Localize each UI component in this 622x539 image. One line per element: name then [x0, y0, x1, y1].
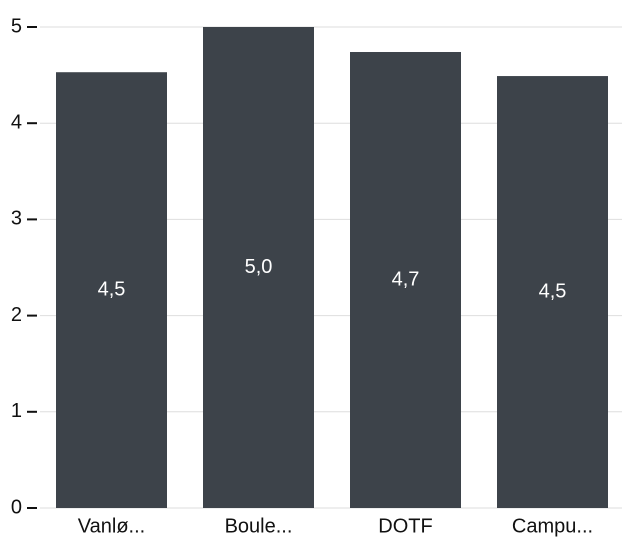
- bar: [56, 72, 167, 509]
- y-tick-label: 2: [11, 304, 22, 326]
- y-tick-label: 3: [11, 208, 22, 230]
- value-label: 4,5: [539, 280, 567, 302]
- bar: [497, 76, 608, 508]
- x-tick-label: Campu...: [512, 515, 593, 537]
- y-tick-label: 5: [11, 15, 22, 37]
- value-label: 4,7: [392, 268, 420, 290]
- y-tick-label: 0: [11, 496, 22, 518]
- y-tick-label: 1: [11, 400, 22, 422]
- value-label: 4,5: [98, 278, 126, 300]
- x-tick-label: Vanlø...: [78, 515, 145, 537]
- y-tick-label: 4: [11, 111, 22, 133]
- x-tick-label: Boule...: [225, 515, 293, 537]
- value-label: 5,0: [245, 256, 273, 278]
- x-tick-label: DOTF: [378, 515, 432, 537]
- bar: [350, 52, 461, 509]
- bar: [203, 27, 314, 508]
